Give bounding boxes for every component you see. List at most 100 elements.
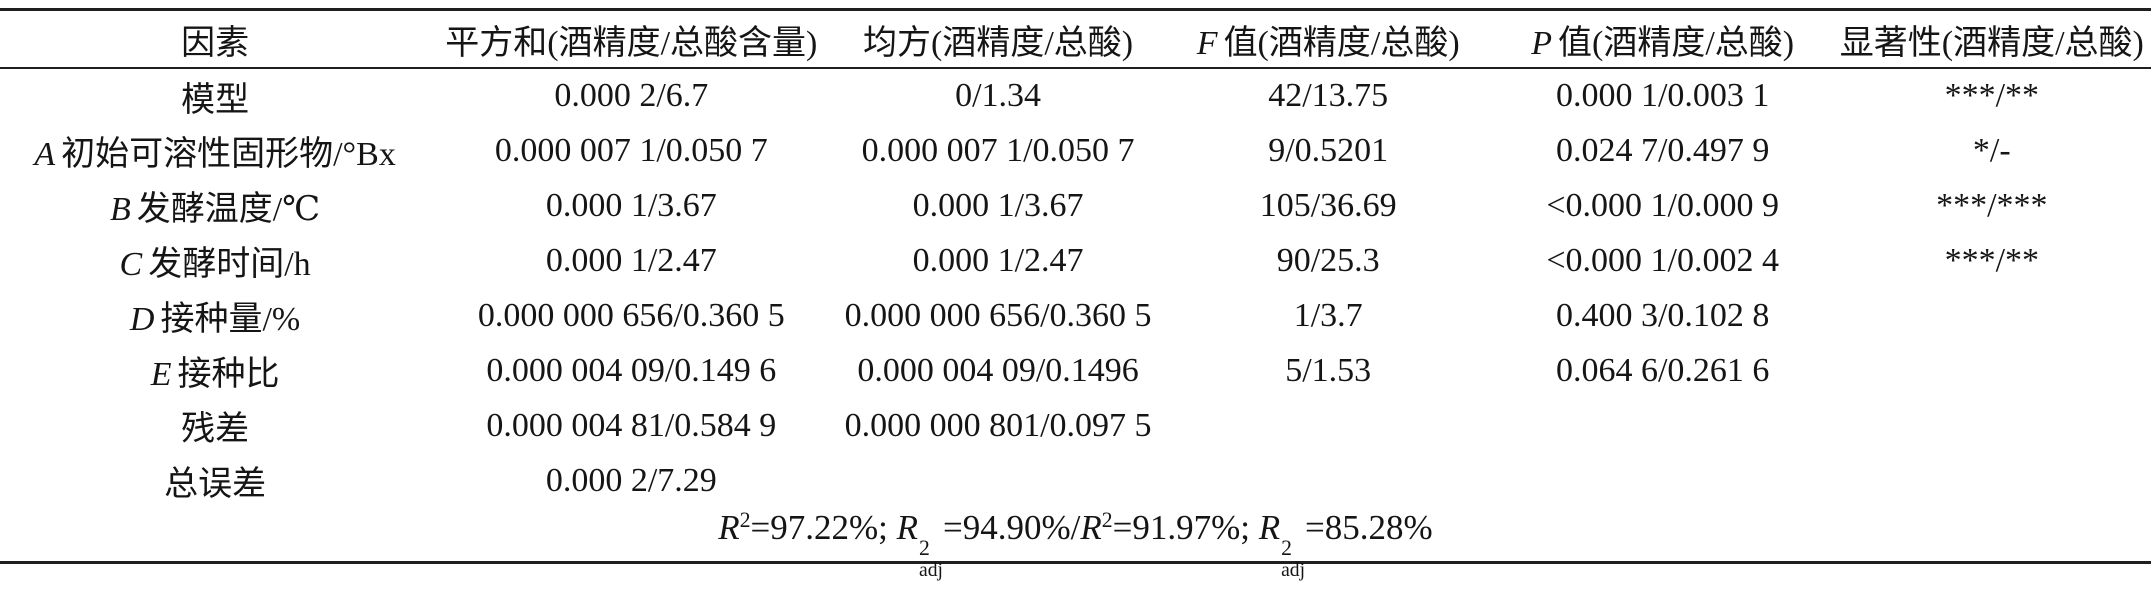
p-value-cell: <0.000 1/0.000 9: [1546, 186, 1779, 224]
col-header-mean-square: 均方(酒精度/总酸): [832, 11, 1163, 68]
col-header-sum-of-squares: 平方和(酒精度/总酸含量): [430, 11, 832, 68]
f-value-cell: 42/13.75: [1268, 77, 1389, 114]
p-value-cell: <0.000 1/0.002 4: [1546, 241, 1779, 279]
factor-label: 残差: [181, 411, 250, 448]
header-label: 因素: [181, 24, 250, 62]
table-row-inoculation-ratio: E 接种比 0.000 004 09/0.149 6 0.000 004 09/0…: [0, 343, 2151, 398]
factor-italic: B: [109, 191, 131, 228]
sum-of-squares-cell: 0.000 2/6.7: [554, 77, 709, 114]
factor-italic: D: [129, 301, 155, 338]
mean-square-cell: 0.000 1/3.67: [912, 186, 1084, 224]
factor-label: 接种比: [177, 356, 280, 393]
mean-square-cell: [832, 453, 1163, 508]
r-squared-segment: =94.90%/: [942, 508, 1081, 547]
mean-square-cell: 0.000 000 801/0.097 5: [844, 406, 1152, 444]
header-label: 平方和(酒精度/总酸含量): [445, 24, 818, 62]
mean-square-cell: 0.000 000 656/0.360 5: [844, 296, 1152, 334]
table-row-total-error: 总误差 0.000 2/7.29: [0, 453, 2151, 508]
table-row-fermentation-time: C 发酵时间/h 0.000 1/2.47 0.000 1/2.47 90/25.…: [0, 233, 2151, 288]
col-header-significance: 显著性(酒精度/总酸): [1833, 11, 2151, 68]
sum-of-squares-cell: 0.000 2/7.29: [545, 461, 717, 499]
significance-cell: [1833, 398, 2151, 453]
factor-label: 初始可溶性固形物/°Bx: [61, 136, 396, 173]
p-value-cell: 0.064 6/0.261 6: [1555, 351, 1770, 389]
r-squared-segment: R: [718, 508, 740, 547]
significance-cell: [1833, 453, 2151, 508]
factor-label: 模型: [181, 81, 250, 119]
r-squared-adj-supsub: 2 adj: [919, 535, 943, 582]
f-value-cell: [1164, 398, 1493, 453]
table-row-initial-soluble-solids: A 初始可溶性固形物/°Bx 0.000 007 1/0.050 7 0.000 …: [0, 123, 2151, 178]
factor-label: 接种量/%: [160, 301, 301, 338]
factor-label: 发酵时间/h: [148, 246, 311, 283]
factor-cell: 模型: [0, 68, 430, 123]
f-value-cell: 105/36.69: [1259, 186, 1397, 224]
p-value-cell: 0.400 3/0.102 8: [1555, 296, 1770, 334]
mean-square-cell: 0.000 007 1/0.050 7: [861, 131, 1135, 169]
p-value-cell: 0.024 7/0.497 9: [1555, 131, 1770, 169]
col-header-factor: 因素: [0, 11, 430, 68]
header-label: 显著性(酒精度/总酸): [1839, 24, 2144, 62]
col-header-f-value: F 值(酒精度/总酸): [1164, 11, 1493, 68]
factor-cell: A 初始可溶性固形物/°Bx: [0, 123, 430, 178]
sum-of-squares-cell: 0.000 004 09/0.149 6: [486, 351, 777, 389]
r-squared-adj-supsub: 2 adj: [1281, 535, 1306, 582]
r-squared-segment: 2: [739, 508, 751, 533]
f-value-cell: 90/25.3: [1276, 241, 1380, 279]
header-label: 值(酒精度/总酸): [1223, 24, 1460, 62]
sum-of-squares-cell: 0.000 000 656/0.360 5: [477, 296, 785, 334]
factor-cell: 残差: [0, 398, 430, 453]
table-row-r-squared-summary: R2=97.22%; R 2 adj =94.90%/R2=91.97%; R 2 adj…: [0, 508, 2151, 581]
p-value-cell: [1493, 453, 1833, 508]
r-squared-segment: =97.22%;: [750, 508, 897, 547]
table-row-fermentation-temperature: B 发酵温度/℃ 0.000 1/3.67 0.000 1/3.67 105/36…: [0, 178, 2151, 233]
r-squared-segment: =91.97%;: [1112, 508, 1259, 547]
header-label: 值(酒精度/总酸): [1558, 24, 1795, 62]
mean-square-cell: 0.000 1/2.47: [912, 241, 1084, 279]
table-row-inoculation-amount: D 接种量/% 0.000 000 656/0.360 5 0.000 000 6…: [0, 288, 2151, 343]
p-value-cell: [1493, 398, 1833, 453]
col-header-p-value: P 值(酒精度/总酸): [1493, 11, 1833, 68]
r-squared-summary: R2=97.22%; R 2 adj =94.90%/R2=91.97%; R 2 adj…: [0, 508, 2151, 581]
factor-italic: C: [119, 246, 143, 283]
significance-cell: */-: [1972, 131, 2011, 169]
header-label: 均方(酒精度/总酸): [863, 24, 1134, 62]
factor-cell: E 接种比: [0, 343, 430, 398]
r-squared-segment: R: [896, 508, 919, 547]
significance-cell: ***/**: [1944, 77, 2040, 114]
sum-of-squares-cell: 0.000 007 1/0.050 7: [494, 131, 768, 169]
header-italic: F: [1196, 24, 1218, 62]
r-squared-segment: =85.28%: [1305, 508, 1433, 547]
table-header: 因素 平方和(酒精度/总酸含量) 均方(酒精度/总酸) F 值(酒精度/总酸) P…: [0, 11, 2151, 68]
significance-cell: [1833, 343, 2151, 398]
r-squared-segment: R: [1080, 508, 1102, 547]
header-italic: P: [1531, 24, 1553, 62]
f-value-cell: 5/1.53: [1285, 351, 1372, 389]
table-body: 模型 0.000 2/6.7 0/1.34 42/13.75 0.000 1/0…: [0, 68, 2151, 581]
significance-cell: ***/***: [1936, 186, 2048, 224]
mean-square-cell: 0/1.34: [955, 77, 1042, 114]
factor-cell: C 发酵时间/h: [0, 233, 430, 288]
sum-of-squares-cell: 0.000 004 81/0.584 9: [486, 406, 777, 444]
f-value-cell: 1/3.7: [1293, 296, 1363, 334]
factor-label: 总误差: [164, 466, 267, 503]
anova-table: 因素 平方和(酒精度/总酸含量) 均方(酒精度/总酸) F 值(酒精度/总酸) P…: [0, 11, 2151, 581]
significance-cell: ***/**: [1944, 241, 2040, 279]
anova-table-container: 因素 平方和(酒精度/总酸含量) 均方(酒精度/总酸) F 值(酒精度/总酸) P…: [0, 8, 2151, 581]
header-row: 因素 平方和(酒精度/总酸含量) 均方(酒精度/总酸) F 值(酒精度/总酸) P…: [0, 11, 2151, 68]
factor-italic: A: [34, 136, 56, 173]
r-squared-segment: R: [1258, 508, 1281, 547]
significance-cell: [1833, 288, 2151, 343]
factor-italic: E: [150, 356, 172, 393]
factor-cell: 总误差: [0, 453, 430, 508]
sum-of-squares-cell: 0.000 1/2.47: [545, 241, 717, 279]
sum-of-squares-cell: 0.000 1/3.67: [545, 186, 717, 224]
f-value-cell: 9/0.5201: [1268, 131, 1389, 169]
table-row-model: 模型 0.000 2/6.7 0/1.34 42/13.75 0.000 1/0…: [0, 68, 2151, 123]
table-row-residual: 残差 0.000 004 81/0.584 9 0.000 000 801/0.…: [0, 398, 2151, 453]
f-value-cell: [1164, 453, 1493, 508]
factor-label: 发酵温度/℃: [136, 191, 321, 228]
p-value-cell: 0.000 1/0.003 1: [1555, 77, 1770, 114]
factor-cell: B 发酵温度/℃: [0, 178, 430, 233]
factor-cell: D 接种量/%: [0, 288, 430, 343]
